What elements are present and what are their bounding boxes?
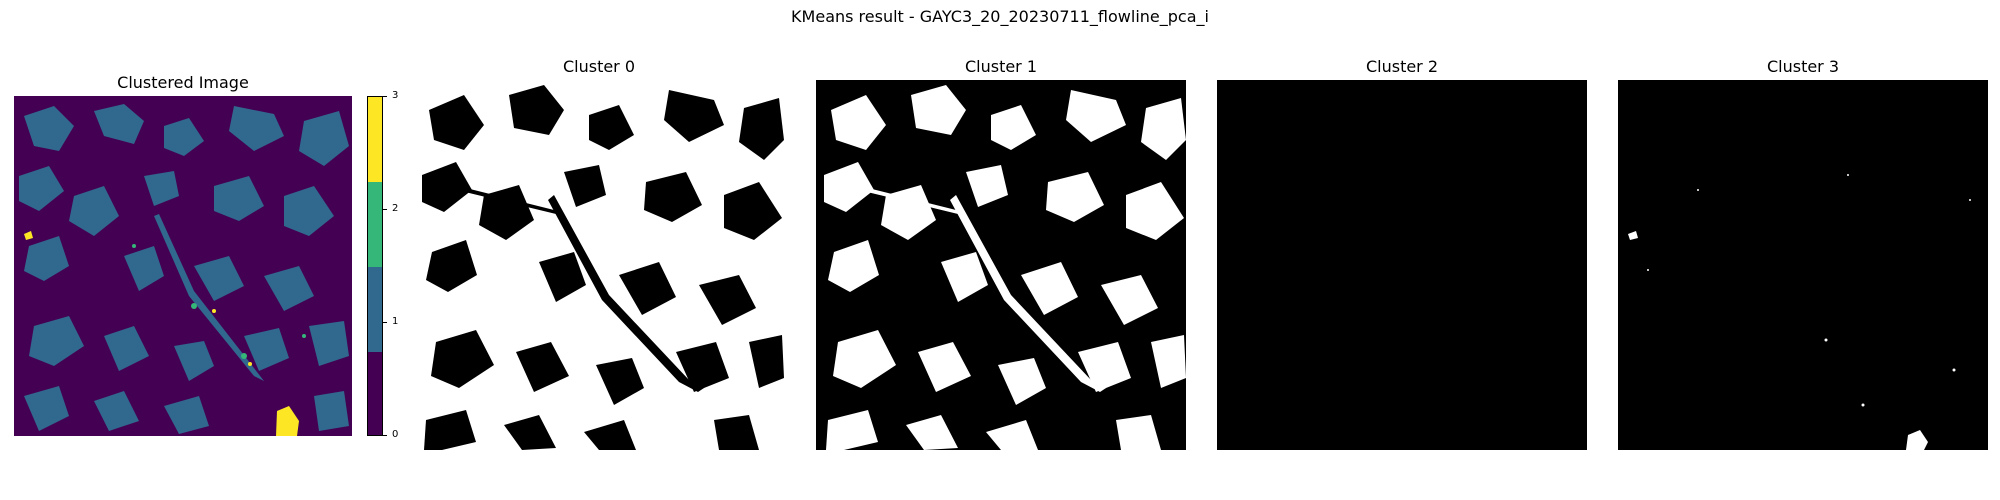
colorbar-segment-0: [368, 352, 382, 435]
colorbar-tick-2: [383, 209, 387, 210]
colorbar-segment-1: [368, 267, 382, 352]
clustered-cluster3-regions: [24, 231, 299, 436]
cluster-0-off-regions: [422, 85, 784, 450]
cluster-3-on-regions: [1628, 174, 1971, 450]
colorbar: [367, 96, 383, 436]
colorbar-tick-1: [383, 322, 387, 323]
colorbar-tick-0: [383, 435, 387, 436]
colorbar-segment-3: [368, 97, 382, 182]
panel-title-cluster-1: Cluster 1: [964, 57, 1038, 76]
colorbar-label-1: 1: [392, 316, 399, 327]
colorbar-label-2: 2: [392, 203, 399, 214]
figure-title: KMeans result - GAYC3_20_20230711_flowli…: [791, 7, 1209, 26]
cluster-1-mask: [816, 80, 1186, 450]
cluster-0-mask: [414, 80, 784, 450]
cluster-2-mask: [1217, 80, 1587, 450]
panel-title-cluster-0: Cluster 0: [562, 57, 636, 76]
colorbar-label-0: 0: [392, 429, 399, 440]
cluster-3-mask: [1618, 80, 1988, 450]
colorbar-tick-3: [383, 96, 387, 97]
clustered-image: [14, 96, 352, 436]
colorbar-label-3: 3: [392, 90, 399, 101]
colorbar-segment-2: [368, 182, 382, 267]
clustered-cluster2-regions: [132, 244, 306, 359]
panel-title-cluster-2: Cluster 2: [1365, 57, 1439, 76]
panel-title-cluster-3: Cluster 3: [1766, 57, 1840, 76]
panel-title-clustered: Clustered Image: [117, 73, 249, 92]
cluster-1-on-regions: [824, 85, 1186, 450]
clustered-cluster1-regions: [19, 104, 349, 434]
